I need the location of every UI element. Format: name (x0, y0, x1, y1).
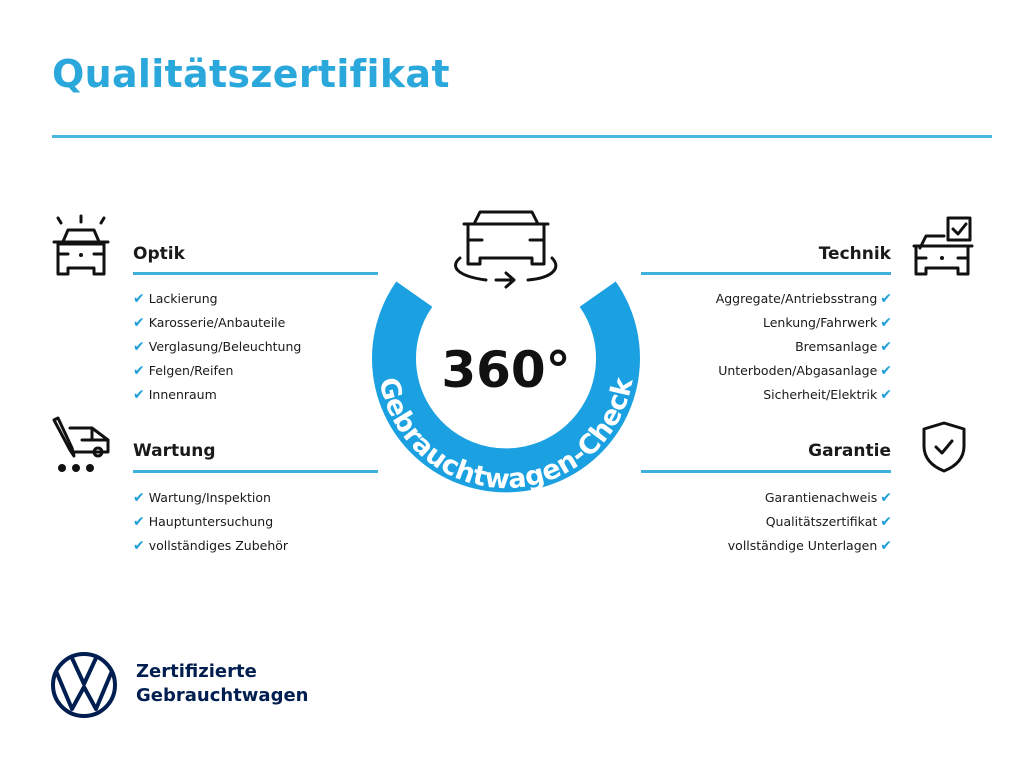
list-item: Qualitätszertifikat ✔ (765, 514, 892, 530)
check-icon: ✔ (133, 387, 145, 403)
check-icon: ✔ (880, 490, 892, 506)
technik-divider (641, 272, 891, 275)
car-rotate-icon (454, 210, 558, 289)
list-item: Bremsanlage ✔ (795, 339, 892, 355)
list-item: Lenkung/Fahrwerk ✔ (763, 315, 892, 331)
list-item: Unterboden/Abgasanlage ✔ (718, 363, 892, 379)
list-item: ✔ Hauptuntersuchung (133, 514, 274, 530)
check-icon: ✔ (880, 387, 892, 403)
vw-logo (51, 652, 117, 718)
car-checklist-icon (912, 216, 974, 276)
check-icon: ✔ (133, 291, 145, 307)
list-item: ✔ Lackierung (133, 291, 218, 307)
list-item: ✔ Felgen/Reifen (133, 363, 234, 379)
wartung-heading: Wartung (133, 441, 216, 461)
list-item: Garantienachweis ✔ (764, 490, 892, 506)
check-icon: ✔ (880, 514, 892, 530)
check-icon: ✔ (880, 339, 892, 355)
page-title: Qualitätszertifikat (52, 52, 450, 96)
wartung-divider (133, 470, 378, 473)
check-icon: ✔ (133, 363, 145, 379)
list-item: ✔ Wartung/Inspektion (133, 490, 271, 506)
shield-check-icon (922, 421, 966, 473)
list-item: ✔ Karosserie/Anbauteile (133, 315, 286, 331)
list-item: Sicherheit/Elektrik ✔ (763, 387, 892, 403)
title-divider (52, 135, 992, 138)
check-icon: ✔ (880, 291, 892, 307)
optik-heading: Optik (133, 244, 185, 264)
service-van-icon (52, 416, 110, 472)
check-icon: ✔ (133, 315, 145, 331)
list-item: ✔ Innenraum (133, 387, 217, 403)
garantie-heading: Garantie (808, 441, 891, 461)
list-item: ✔ Verglasung/Beleuchtung (133, 339, 302, 355)
degrees-label: 360° (441, 341, 570, 399)
check-icon: ✔ (880, 315, 892, 331)
check-icon: ✔ (880, 538, 892, 554)
technik-list: Aggregate/Antriebsstrang ✔ Lenkung/Fahrwe… (716, 287, 892, 407)
list-item: ✔ vollständiges Zubehör (133, 538, 289, 554)
wartung-list: ✔ Wartung/Inspektion ✔ Hauptuntersuchung ✔… (133, 486, 288, 558)
list-item: Aggregate/Antriebsstrang ✔ (715, 291, 892, 307)
optik-divider (133, 272, 378, 275)
garantie-divider (641, 470, 891, 473)
optik-list: ✔ Lackierung ✔ Karosserie/Anbauteile ✔ Verg… (133, 287, 301, 407)
brand-text: Zertifizierte Gebrauchtwagen (136, 661, 309, 706)
360-check-badge: 360° Gebrauchtwagen-Check (372, 210, 640, 496)
check-icon: ✔ (880, 363, 892, 379)
check-icon: ✔ (133, 538, 145, 554)
check-icon: ✔ (133, 514, 145, 530)
check-icon: ✔ (133, 490, 145, 506)
garantie-list: Garantienachweis ✔ Qualitätszertifikat ✔ v… (728, 486, 892, 558)
check-icon: ✔ (133, 339, 145, 355)
car-lights-icon (52, 214, 110, 276)
badge-ring (372, 281, 640, 493)
technik-heading: Technik (818, 244, 891, 264)
list-item: vollständige Unterlagen ✔ (727, 538, 892, 554)
